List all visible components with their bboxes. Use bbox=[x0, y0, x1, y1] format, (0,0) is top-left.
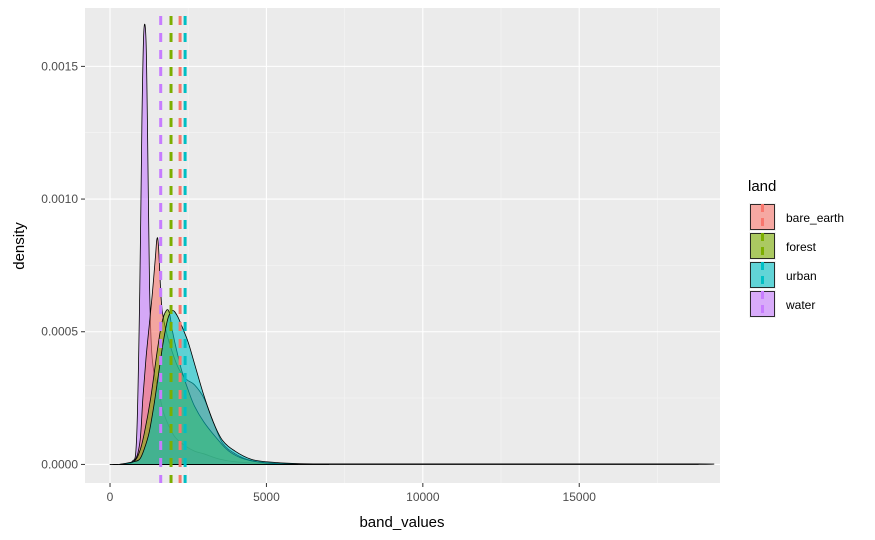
x-tick-label: 10000 bbox=[406, 490, 440, 504]
legend-key-bare-earth bbox=[749, 203, 776, 231]
y-axis-title: density bbox=[11, 222, 28, 270]
x-tick-label: 5000 bbox=[253, 490, 280, 504]
y-tick-label: 0.0015 bbox=[41, 59, 78, 73]
y-tick-label: 0.0005 bbox=[41, 325, 78, 339]
y-tick-label: 0.0010 bbox=[41, 192, 78, 206]
legend-key-water bbox=[749, 290, 776, 318]
legend-label-urban: urban bbox=[786, 269, 817, 283]
y-axis: 0.0000 0.0005 0.0010 0.0015 bbox=[41, 59, 85, 471]
legend-key-urban bbox=[749, 261, 776, 289]
y-tick-label: 0.0000 bbox=[41, 457, 78, 471]
legend-key-forest bbox=[749, 232, 776, 260]
x-axis-title: band_values bbox=[359, 514, 444, 531]
legend-title: land bbox=[748, 178, 776, 195]
x-tick-label: 15000 bbox=[563, 490, 597, 504]
legend-label-bare-earth: bare_earth bbox=[786, 211, 844, 225]
x-axis: 0 5000 10000 15000 bbox=[107, 483, 597, 504]
x-tick-label: 0 bbox=[107, 490, 114, 504]
legend-label-forest: forest bbox=[786, 240, 817, 254]
minor-gridlines bbox=[85, 8, 720, 483]
legend-label-water: water bbox=[785, 298, 815, 312]
